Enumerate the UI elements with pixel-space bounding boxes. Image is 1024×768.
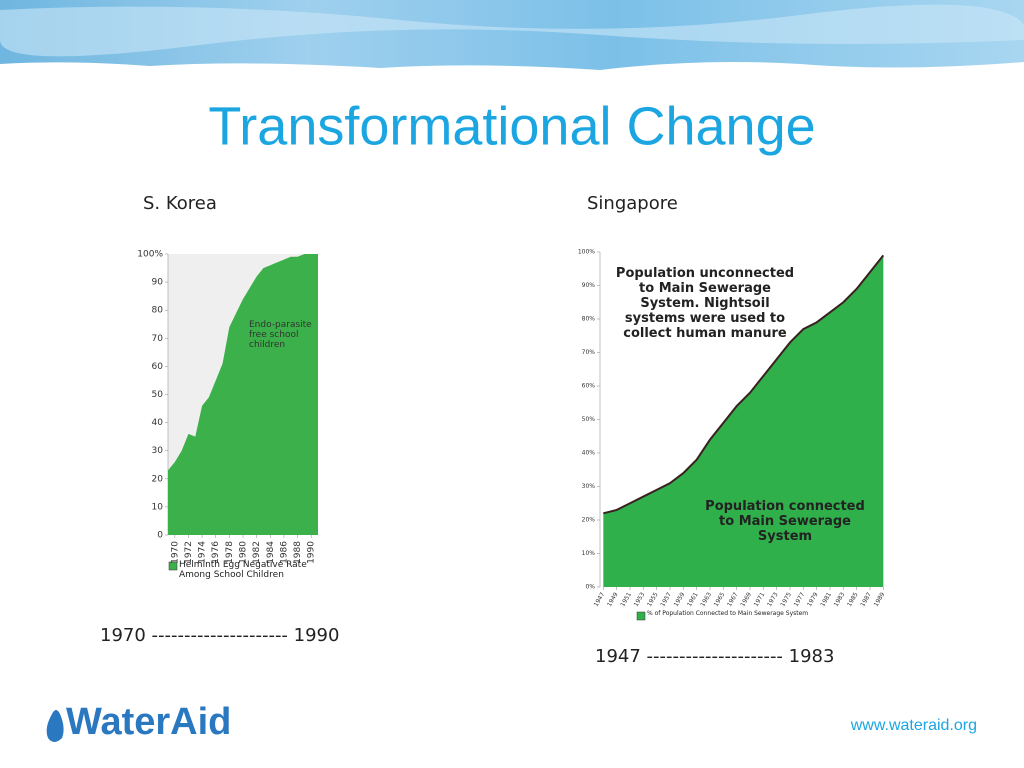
y-tick-label: 90% xyxy=(582,282,596,289)
x-tick-label: 1985 xyxy=(846,591,860,608)
y-tick-label: 50% xyxy=(582,416,596,423)
y-tick-label: 10% xyxy=(582,550,596,557)
x-tick-label: 1990 xyxy=(307,541,317,564)
x-tick-label: 1963 xyxy=(699,591,713,608)
x-tick-label: 1969 xyxy=(739,591,753,608)
chart-subtitle: S. Korea xyxy=(143,193,217,214)
y-tick-label: 80% xyxy=(582,316,596,323)
x-tick-label: 1987 xyxy=(859,591,873,608)
annotation: Endo-parasite free school children xyxy=(249,320,312,350)
x-tick-label: 1978 xyxy=(225,541,235,564)
x-tick-label: 1967 xyxy=(726,591,740,608)
x-tick-label: 1973 xyxy=(766,591,780,608)
x-tick-label: 1953 xyxy=(633,591,647,608)
y-tick-label: 80 xyxy=(152,306,164,316)
x-tick-label: 1961 xyxy=(686,591,700,608)
annotation: Population connected to Main Sewerage Sy… xyxy=(705,499,865,544)
x-tick-label: 1972 xyxy=(184,541,194,564)
y-tick-label: 30% xyxy=(582,483,596,490)
x-tick-label: 1971 xyxy=(753,591,767,608)
y-tick-label: 20% xyxy=(582,517,596,524)
x-tick-label: 1949 xyxy=(606,591,620,608)
x-tick-label: 1947 xyxy=(593,591,607,608)
x-tick-label: 1989 xyxy=(873,591,887,608)
x-tick-label: 1955 xyxy=(646,591,660,608)
y-tick-label: 100% xyxy=(137,250,163,260)
y-tick-label: 0 xyxy=(157,531,163,541)
x-tick-label: 1976 xyxy=(211,541,221,564)
website: www.wateraid.org xyxy=(850,717,977,734)
x-tick-label: 1981 xyxy=(819,591,833,608)
y-tick-label: 40% xyxy=(582,450,596,457)
y-tick-label: 70% xyxy=(582,349,596,356)
x-tick-label: 1957 xyxy=(659,591,673,608)
chart-subtitle: Singapore xyxy=(587,193,678,214)
x-tick-label: 1983 xyxy=(833,591,847,608)
y-tick-label: 60 xyxy=(152,362,164,372)
x-tick-label: 1951 xyxy=(619,591,633,608)
y-tick-label: 0% xyxy=(585,584,595,591)
legend-swatch xyxy=(636,611,646,621)
x-tick-label: 1977 xyxy=(793,591,807,608)
period-label: 1970 --------------------- 1990 xyxy=(100,625,339,646)
area-line xyxy=(603,254,885,515)
x-tick-label: 1980 xyxy=(239,541,249,564)
y-tick-label: 60% xyxy=(582,383,596,390)
x-tick-label: 1965 xyxy=(713,591,727,608)
y-tick-label: 40 xyxy=(152,418,164,428)
annotation: Population unconnected to Main Sewerage … xyxy=(615,266,795,341)
y-tick-label: 20 xyxy=(152,474,164,484)
logo-drop xyxy=(46,710,64,742)
slide-title: Transformational Change xyxy=(208,96,815,156)
legend-swatch xyxy=(168,561,178,571)
banner xyxy=(0,0,1024,70)
x-tick-label: 1984 xyxy=(266,541,276,564)
y-tick-label: 70 xyxy=(152,334,164,344)
area xyxy=(603,255,884,587)
x-tick-label: 1986 xyxy=(279,541,289,564)
x-tick-label: 1974 xyxy=(198,541,208,564)
area xyxy=(168,254,318,535)
logo: WaterAid xyxy=(66,701,231,743)
legend-label: % of Population Connected to Main Sewera… xyxy=(647,610,809,617)
y-tick-label: 100% xyxy=(578,249,595,256)
x-tick-label: 1975 xyxy=(779,591,793,608)
x-tick-label: 1979 xyxy=(806,591,820,608)
y-tick-label: 50 xyxy=(152,390,164,400)
x-tick-label: 1982 xyxy=(252,541,262,564)
x-tick-label: 1988 xyxy=(293,541,303,564)
legend-label: Helminth Egg Negative Rate Among School … xyxy=(179,560,307,580)
y-tick-label: 90 xyxy=(152,278,164,288)
x-tick-label: 1959 xyxy=(673,591,687,608)
y-tick-label: 30 xyxy=(152,446,164,456)
x-tick-label: 1970 xyxy=(170,541,180,564)
period-label: 1947 --------------------- 1983 xyxy=(595,646,834,667)
y-tick-label: 10 xyxy=(152,502,164,512)
